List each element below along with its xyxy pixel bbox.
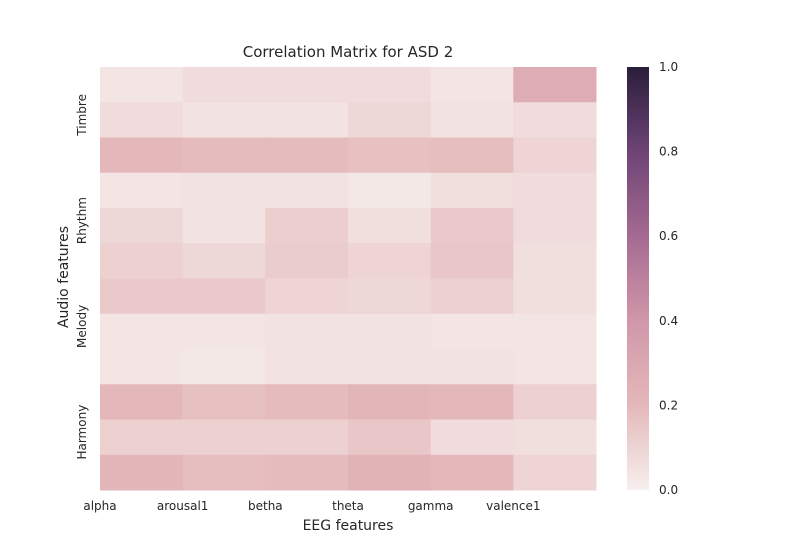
chart-title: Correlation Matrix for ASD 2 — [243, 43, 454, 61]
heatmap-cell — [513, 419, 597, 456]
heatmap-cell — [430, 137, 514, 174]
x-tick-label: theta — [332, 499, 364, 513]
heatmap-cell — [265, 349, 349, 385]
heatmap-cell — [430, 208, 514, 244]
y-tick-label: Timbre — [75, 94, 89, 137]
heatmap-cell — [348, 384, 432, 420]
heatmap-cell — [430, 384, 514, 420]
heatmap-cell — [513, 67, 597, 103]
heatmap-cell — [265, 384, 349, 420]
heatmap-cell — [348, 67, 432, 103]
heatmap-cell — [513, 313, 597, 350]
y-tick-labels: Timbre Rhythm Melody Harmony — [75, 94, 89, 460]
x-tick-label: valence1 — [486, 499, 540, 513]
heatmap-cell — [100, 419, 184, 456]
heatmap-cell — [100, 454, 184, 491]
heatmap-cell — [430, 313, 514, 350]
y-tick-label: Harmony — [75, 405, 89, 460]
heatmap-cell — [265, 172, 349, 209]
heatmap-cell — [348, 313, 432, 350]
heatmap-cell — [513, 384, 597, 420]
heatmap-cell — [182, 137, 266, 174]
heatmap-cell — [513, 137, 597, 174]
heatmap-cell — [182, 278, 266, 315]
heatmap-cell — [182, 384, 266, 420]
heatmap-cell — [182, 243, 266, 279]
heatmap-cell — [348, 172, 432, 209]
heatmap-cell — [430, 349, 514, 385]
heatmap-cell — [265, 278, 349, 315]
heatmap-cell — [348, 243, 432, 279]
y-tick-label: Melody — [75, 305, 89, 348]
heatmap-cell — [100, 172, 184, 209]
y-axis-label: Audio features — [56, 226, 72, 328]
heatmap-cell — [348, 102, 432, 138]
heatmap-cell — [348, 278, 432, 315]
heatmap-cell — [430, 243, 514, 279]
colorbar-tick-label: 0.8 — [659, 145, 678, 159]
heatmap-cell — [100, 243, 184, 279]
heatmap-cell — [100, 208, 184, 244]
heatmap-cell — [513, 454, 597, 491]
colorbar-tick-label: 0.4 — [659, 314, 678, 328]
heatmap-cell — [348, 419, 432, 456]
heatmap-cell — [182, 419, 266, 456]
colorbar-tick-label: 0.0 — [659, 483, 678, 497]
heatmap-cell — [430, 419, 514, 456]
colorbar-tick-labels: 0.0 0.2 0.4 0.6 0.8 1.0 — [659, 60, 678, 497]
heatmap-cell — [513, 172, 597, 209]
heatmap-cell — [265, 102, 349, 138]
heatmap-cell — [348, 208, 432, 244]
x-tick-labels: alpha arousal1 betha theta gamma valence1 — [83, 499, 540, 513]
x-tick-label: alpha — [83, 499, 116, 513]
heatmap-cell — [513, 208, 597, 244]
heatmap-cell — [100, 102, 184, 138]
x-tick-label: arousal1 — [157, 499, 209, 513]
colorbar-tick-label: 1.0 — [659, 60, 678, 74]
x-tick-label: betha — [248, 499, 283, 513]
heatmap-cell — [182, 313, 266, 350]
heatmap-cell — [513, 243, 597, 279]
heatmap-cell — [430, 102, 514, 138]
y-tick-label: Rhythm — [75, 197, 89, 244]
heatmap-cell — [182, 208, 266, 244]
heatmap-cell — [182, 67, 266, 103]
heatmap-cell — [348, 349, 432, 385]
heatmap-cell — [430, 172, 514, 209]
heatmap-cell — [100, 137, 184, 174]
heatmap-cells — [100, 67, 597, 491]
heatmap-cell — [513, 349, 597, 385]
heatmap-cell — [430, 67, 514, 103]
heatmap-cell — [100, 384, 184, 420]
heatmap-cell — [100, 278, 184, 315]
colorbar-tick-label: 0.6 — [659, 229, 678, 243]
heatmap-cell — [430, 454, 514, 491]
heatmap-cell — [265, 137, 349, 174]
heatmap-cell — [182, 454, 266, 491]
heatmap-cell — [430, 278, 514, 315]
heatmap-cell — [348, 137, 432, 174]
heatmap-cell — [265, 243, 349, 279]
heatmap-cell — [182, 172, 266, 209]
heatmap-cell — [513, 278, 597, 315]
heatmap-cell — [100, 349, 184, 385]
colorbar — [627, 67, 649, 490]
heatmap-cell — [265, 313, 349, 350]
heatmap-cell — [348, 454, 432, 491]
heatmap-cell — [182, 349, 266, 385]
heatmap-cell — [513, 102, 597, 138]
heatmap-cell — [100, 313, 184, 350]
colorbar-tick-label: 0.2 — [659, 398, 678, 412]
x-axis-label: EEG features — [303, 518, 394, 534]
heatmap-cell — [265, 67, 349, 103]
heatmap-cell — [182, 102, 266, 138]
x-tick-label: gamma — [408, 499, 454, 513]
heatmap-cell — [100, 67, 184, 103]
heatmap-cell — [265, 208, 349, 244]
heatmap-cell — [265, 419, 349, 456]
heatmap-cell — [265, 454, 349, 491]
